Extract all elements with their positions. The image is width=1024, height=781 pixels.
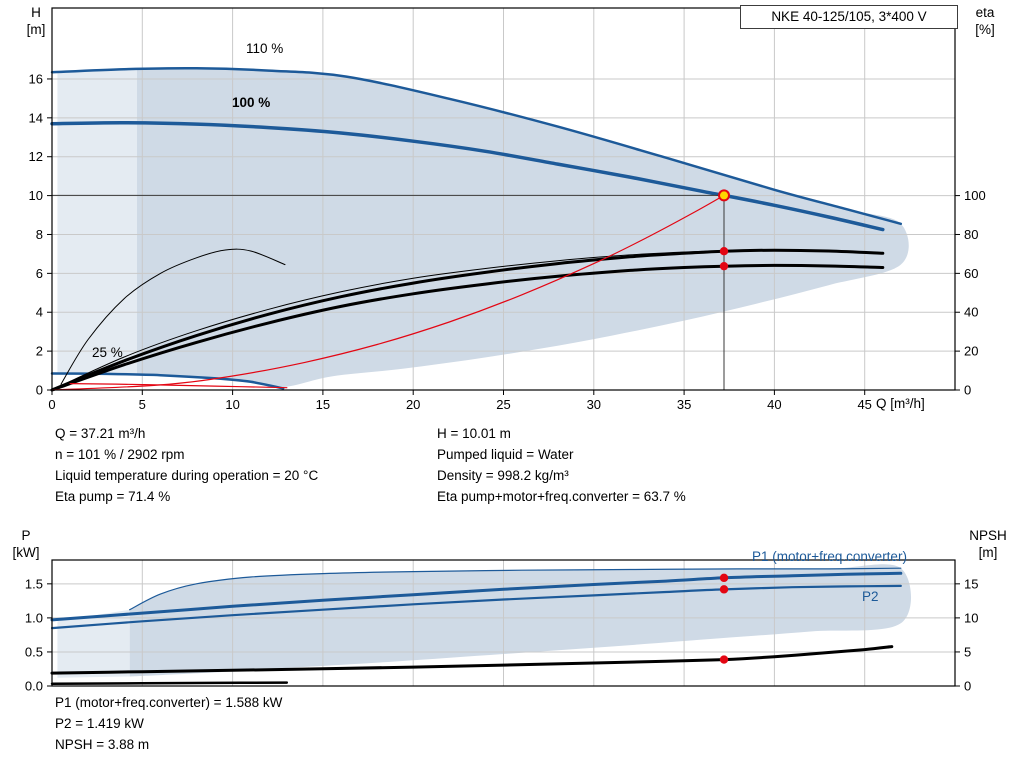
curve-label-110pct: 110 %: [246, 41, 284, 56]
y-right-tick-label: 60: [964, 266, 978, 281]
eta-total-curve: [50, 263, 885, 392]
info-eta-total: Eta pump+motor+freq.converter = 63.7 %: [437, 489, 686, 504]
npsh-axis-label: NPSH [m]: [960, 527, 1016, 561]
x-tick-label: 15: [316, 397, 330, 412]
y-left-tick-label: 16: [29, 71, 43, 86]
y-left-tick-label: 10: [29, 188, 43, 203]
y-left-tick-label: 0.5: [25, 644, 43, 659]
x-tick-label: 20: [406, 397, 420, 412]
y-right-tick-label: 10: [964, 610, 978, 625]
p2-curve: [50, 584, 902, 630]
p1-curve: [50, 571, 903, 622]
y-left-tick-label: 0.0: [25, 679, 43, 694]
x-tick-label: 45: [857, 397, 871, 412]
affinity-low-line: [69, 383, 288, 389]
p2-point: [719, 585, 729, 594]
curve-label-p2: P2: [862, 589, 879, 604]
info-density: Density = 998.2 kg/m³: [437, 468, 569, 483]
speed-curve-100pct: [50, 120, 885, 232]
x-tick-label: 35: [677, 397, 691, 412]
eta-pump-point: [719, 246, 729, 256]
pump-title-box: NKE 40-125/105, 3*400 V: [740, 5, 958, 29]
y-left-tick-label: 4: [36, 305, 43, 320]
duty-point: [718, 189, 731, 202]
npsh-curve: [50, 645, 894, 675]
x-tick-label: 30: [587, 397, 601, 412]
info-eta-pump: Eta pump = 71.4 %: [55, 489, 171, 504]
x-tick-label: 40: [767, 397, 781, 412]
power-envelope: [129, 564, 912, 677]
p1-max-line: [129, 567, 902, 611]
y-right-tick-label: 20: [964, 344, 978, 359]
y-left-tick-label: 12: [29, 149, 43, 164]
y-right-tick-label: 0: [964, 383, 971, 398]
x-tick-label: 0: [48, 397, 55, 412]
info-pumped-liquid: Pumped liquid = Water: [437, 447, 574, 462]
eta-axis-label: eta [%]: [962, 4, 1008, 38]
y-right-tick-label: 100: [964, 188, 986, 203]
y-right-tick-label: 15: [964, 576, 978, 591]
x-tick-label: 5: [139, 397, 146, 412]
speed-curve-110pct: [50, 66, 903, 226]
y-left-tick-label: 14: [29, 110, 43, 125]
npsh-axis-label-line2: [m]: [978, 545, 998, 560]
y-left-tick-label: 6: [36, 266, 43, 281]
power-info: P1 (motor+freq.converter) = 1.588 kW P2 …: [55, 695, 282, 758]
info-p2: P2 = 1.419 kW: [55, 716, 144, 731]
info-h: H = 10.01 m: [437, 426, 511, 441]
y-left-tick-label: 0: [36, 383, 43, 398]
q-axis-unit-label: Q [m³/h]: [876, 396, 925, 411]
y-right-tick-label: 80: [964, 227, 978, 242]
h-axis-label-line2: [m]: [26, 22, 46, 37]
info-q: Q = 37.21 m³/h: [55, 426, 146, 441]
p-axis-label: P [kW]: [2, 527, 50, 561]
y-left-tick-label: 1.5: [25, 576, 43, 591]
y-left-tick-label: 2: [36, 344, 43, 359]
h-axis-label-line1: H: [31, 5, 41, 20]
curve-label-p1: P1 (motor+freq.converter): [752, 549, 907, 564]
curve-label-25pct: 25 %: [92, 345, 123, 360]
duty-info-left: Q = 37.21 m³/h n = 101 % / 2902 rpm Liqu…: [55, 426, 318, 510]
y-right-tick-label: 5: [964, 644, 971, 659]
y-right-tick-label: 40: [964, 305, 978, 320]
h-axis-label: H [m]: [16, 4, 56, 38]
info-p1: P1 (motor+freq.converter) = 1.588 kW: [55, 695, 283, 710]
eta-axis-label-line1: eta: [975, 5, 995, 20]
operating-envelope-light: [57, 68, 137, 375]
p-min-curve: [50, 681, 289, 686]
eta-curve-small: [60, 248, 286, 385]
affinity-parabola: [51, 194, 725, 391]
info-n: n = 101 % / 2902 rpm: [55, 447, 185, 462]
y-right-tick-label: 0: [964, 679, 971, 694]
eta-axis-label-line2: [%]: [975, 22, 995, 37]
p-axis-label-line1: P: [21, 528, 31, 543]
x-tick-label: 10: [225, 397, 239, 412]
npsh-axis-label-line1: NPSH: [969, 528, 1007, 543]
power-npsh-chart-frame: [51, 559, 956, 687]
p1-point: [719, 573, 729, 583]
eta-pump-curve: [50, 248, 885, 392]
info-npsh: NPSH = 3.88 m: [55, 737, 150, 752]
p-axis-label-line2: [kW]: [12, 545, 40, 560]
y-left-tick-label: 8: [36, 227, 43, 242]
power-npsh-chart: 0.0 0.5 1.0 1.5 0 5 10 15: [25, 559, 978, 694]
y-left-tick-label: 1.0: [25, 610, 43, 625]
npsh-point: [719, 655, 729, 664]
x-tick-label: 25: [496, 397, 510, 412]
eta-total-point: [719, 261, 729, 271]
duty-info-right: H = 10.01 m Pumped liquid = Water Densit…: [437, 426, 686, 510]
qh-eta-chart: 0 5 10 15 20 25 30 35 40 45 0 2 4 6 8 10 12 14 16 0 20 40 60 80…: [29, 7, 986, 412]
info-liquid-temp: Liquid temperature during operation = 20…: [55, 468, 319, 483]
curve-label-100pct: 100 %: [232, 95, 271, 110]
